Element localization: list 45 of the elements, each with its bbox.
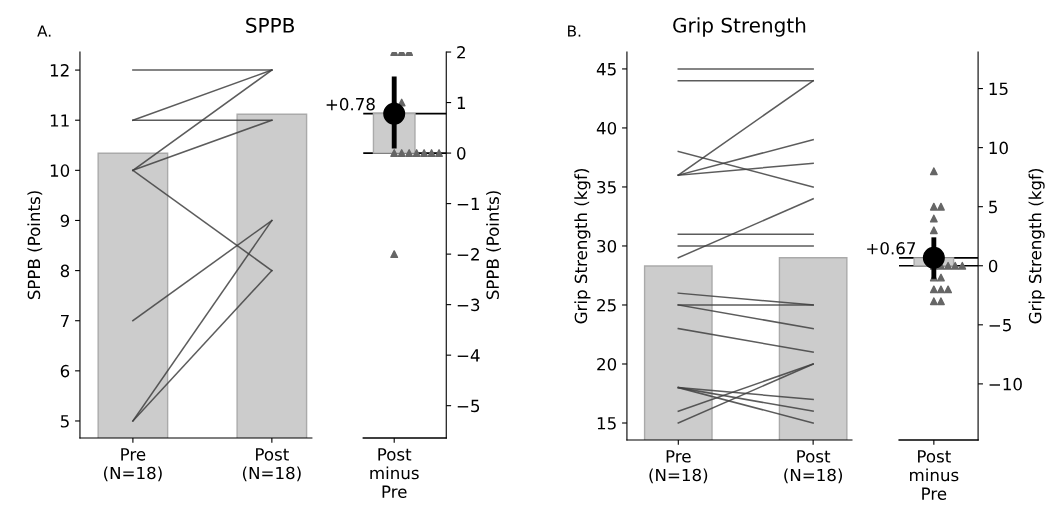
y-tick-label: 6: [60, 364, 70, 378]
y2-axis-title: Grip Strength (kgf): [1028, 169, 1045, 324]
y-tick-label: 15: [597, 417, 616, 430]
y2-tick-label: −3: [457, 298, 480, 312]
y2-tick-label: 0: [457, 147, 466, 160]
x-tick-label: Pre (N=18): [649, 450, 708, 484]
x-tick-label: Post minus Pre: [910, 450, 959, 500]
y2-tick-label: 1: [457, 96, 466, 109]
y-tick-label: 9: [60, 214, 70, 228]
y-tick-label: 5: [60, 415, 69, 428]
y-tick-label: 12: [50, 64, 69, 77]
annotation: +0.78: [326, 97, 375, 111]
x-tick-label: Pre (N=18): [104, 448, 162, 482]
y2-tick-label: −4: [457, 349, 480, 362]
y2-tick-label: −10: [989, 377, 1022, 391]
y2-tick-label: 15: [989, 82, 1008, 96]
y2-tick-label: 2: [457, 46, 465, 59]
y2-tick-label: −5: [457, 399, 480, 413]
y-tick-label: 20: [597, 357, 617, 371]
y-tick-label: 8: [60, 264, 70, 278]
y-axis-title: SPPB (Points): [27, 191, 43, 300]
text: A.: [37, 25, 51, 37]
y2-axis-title: SPPB (Points): [486, 191, 501, 300]
x-tick-label: Post (N=18): [784, 450, 843, 484]
y-tick-label: 10: [50, 164, 70, 177]
chart-title: Grip Strength: [673, 17, 806, 37]
y2-tick-label: −5: [989, 319, 1011, 332]
y-tick-label: 11: [50, 114, 69, 127]
y-tick-label: 25: [597, 298, 616, 312]
y2-tick-label: −1: [457, 197, 480, 210]
y-tick-label: 45: [596, 63, 616, 76]
y2-tick-label: 10: [989, 141, 1008, 155]
annotation: +0.67: [867, 242, 916, 255]
x-tick-label: Post (N=18): [242, 448, 301, 482]
y2-tick-label: −2: [457, 248, 479, 261]
text: B.: [568, 25, 581, 37]
y-axis-title: Grip Strength (kgf): [574, 169, 591, 324]
y-tick-label: 35: [597, 180, 616, 194]
chart-title: SPPB: [246, 17, 294, 33]
y2-tick-label: 5: [989, 200, 997, 214]
y-tick-label: 7: [61, 314, 69, 328]
y-tick-label: 30: [597, 239, 617, 253]
y2-tick-label: 0: [988, 259, 998, 273]
y-tick-label: 40: [596, 121, 617, 135]
x-tick-label: Post minus Pre: [370, 448, 419, 498]
